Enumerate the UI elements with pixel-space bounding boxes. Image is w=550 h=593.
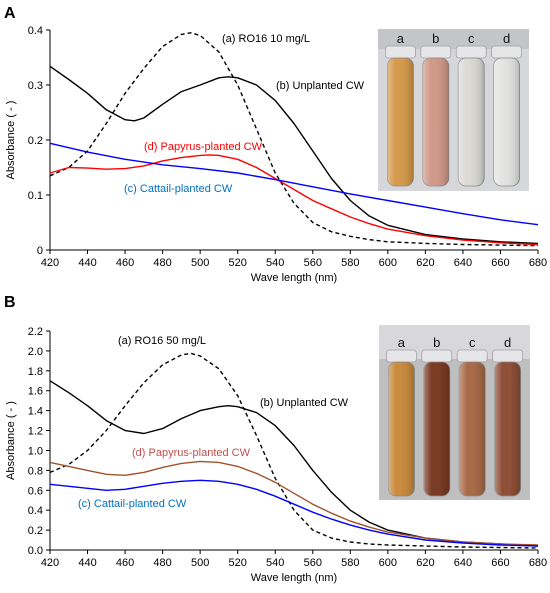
- x-tick-label: 680: [529, 557, 547, 569]
- y-tick-label: 1.6: [28, 386, 43, 398]
- x-tick-label: 520: [229, 257, 247, 269]
- tube-label: d: [504, 335, 511, 350]
- x-tick-label: 600: [379, 257, 397, 269]
- y-tick-label: 2.0: [28, 346, 43, 358]
- plot-area: 0 0.1 0.2 0.3 0.4 420 440 460 480 500 520 540 560 580…: [5, 25, 547, 284]
- x-tick-label: 580: [341, 257, 359, 269]
- tube-label: c: [469, 335, 476, 350]
- x-tick-label: 560: [304, 257, 322, 269]
- x-tick-label: 440: [78, 257, 96, 269]
- tube-label: c: [468, 31, 475, 46]
- x-tick-label: 540: [266, 557, 284, 569]
- tube-shading: [423, 362, 450, 496]
- x-tick-label: 420: [41, 557, 59, 569]
- y-tick-label: 0.8: [28, 465, 43, 477]
- tube-cap: [492, 349, 524, 363]
- tube-cap: [384, 45, 416, 59]
- x-tick-label: 640: [454, 257, 472, 269]
- plot-area: 0.0 0.2 0.4 0.6 0.8 1.0 1.2 1.4 1.6 1.8 2.0 2.2 420 4…: [5, 326, 547, 584]
- vial-photo: a b c d: [378, 29, 529, 191]
- tube-cap: [491, 45, 523, 59]
- panel-b: B 0.0 0.2 0.4 0.6 0.8 1.0 1.2 1.4 1.6 1.8 2.0 2.2 42…: [4, 294, 547, 584]
- photo-top-band: [378, 29, 529, 49]
- tube-cap: [420, 45, 452, 59]
- series-line-c: [49, 142, 539, 226]
- y-tick-label: 0.1: [28, 190, 43, 202]
- y-tick-label: 1.8: [28, 366, 43, 378]
- tube-shading: [422, 58, 449, 186]
- y-tick-label: 0.2: [28, 135, 43, 147]
- panel-label: A: [4, 5, 16, 22]
- vial-photo: a b c d: [379, 325, 530, 500]
- annotation-b: (b) Unplanted CW: [276, 80, 365, 92]
- x-tick-label: 480: [153, 557, 171, 569]
- x-axis-label: Wave length (nm): [251, 572, 337, 584]
- y-tick-label: 0.4: [28, 505, 43, 517]
- y-tick-label: 1.4: [28, 406, 43, 418]
- y-axis-label: Absorbance ( - ): [5, 101, 17, 180]
- series-line-b: [49, 65, 539, 245]
- x-tick-label: 620: [416, 557, 434, 569]
- x-tick-label: 660: [491, 557, 509, 569]
- x-tick-label: 600: [379, 557, 397, 569]
- y-tick-label: 0.3: [28, 80, 43, 92]
- y-tick-label: 0.2: [28, 525, 43, 537]
- tube-label: a: [398, 335, 406, 350]
- tube-label: d: [503, 31, 510, 46]
- tube-cap: [385, 349, 417, 363]
- x-tick-label: 640: [454, 557, 472, 569]
- panel-label: B: [4, 294, 16, 311]
- tube-shading: [387, 58, 414, 186]
- x-tick-label: 440: [78, 557, 96, 569]
- tube-cap: [456, 349, 488, 363]
- x-tick-label: 500: [191, 557, 209, 569]
- panel-a: A 0 0.1 0.2 0.3 0.4 420 440 460 480 500 520 540 560 5…: [4, 5, 547, 284]
- series-line-a: [49, 32, 539, 247]
- x-tick-label: 480: [153, 257, 171, 269]
- series-line-c: [49, 479, 539, 547]
- x-tick-label: 540: [266, 257, 284, 269]
- tube-shading: [494, 362, 521, 496]
- tube-cap: [421, 349, 453, 363]
- annotation-a: (a) RO16 10 mg/L: [222, 33, 310, 45]
- x-tick-label: 460: [116, 557, 134, 569]
- tube-shading: [458, 58, 485, 186]
- series-line-d: [49, 460, 539, 546]
- annotation-a: (a) RO16 50 mg/L: [118, 335, 206, 347]
- tube-shading: [388, 362, 415, 496]
- x-tick-label: 680: [529, 257, 547, 269]
- x-axis-label: Wave length (nm): [251, 272, 337, 284]
- tube-cap: [455, 45, 487, 59]
- annotation-d: (d) Papyrus-planted CW: [144, 141, 263, 153]
- x-tick-label: 580: [341, 557, 359, 569]
- series-line-a: [49, 352, 539, 549]
- y-axis-label: Absorbance ( - ): [5, 401, 17, 480]
- tube-shading: [493, 58, 520, 186]
- y-tick-label: 1.0: [28, 445, 43, 457]
- y-tick-label: 0.6: [28, 485, 43, 497]
- tube-label: b: [432, 31, 439, 46]
- x-tick-label: 560: [304, 557, 322, 569]
- annotation-c: (c) Cattail-planted CW: [124, 183, 233, 195]
- annotation-b: (b) Unplanted CW: [260, 397, 349, 409]
- y-tick-label: 0.4: [28, 25, 43, 37]
- y-tick-label: 0: [37, 245, 43, 257]
- series-line-b: [49, 380, 539, 547]
- annotation-c: (c) Cattail-planted CW: [78, 498, 187, 510]
- annotation-d: (d) Papyrus-planted CW: [132, 447, 251, 459]
- tube-shading: [459, 362, 486, 496]
- x-tick-label: 460: [116, 257, 134, 269]
- x-tick-label: 620: [416, 257, 434, 269]
- tube-label: b: [433, 335, 440, 350]
- x-tick-label: 520: [229, 557, 247, 569]
- y-tick-label: 2.2: [28, 326, 43, 338]
- x-tick-label: 660: [491, 257, 509, 269]
- tube-label: a: [397, 31, 405, 46]
- x-tick-label: 500: [191, 257, 209, 269]
- series-line-d: [49, 154, 539, 246]
- y-tick-label: 0.0: [28, 545, 43, 557]
- y-tick-label: 1.2: [28, 426, 43, 438]
- x-tick-label: 420: [41, 257, 59, 269]
